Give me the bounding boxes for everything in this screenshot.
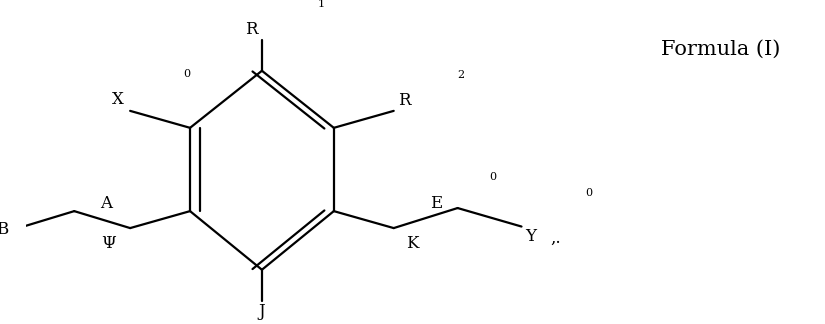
Text: 2: 2 xyxy=(457,70,464,80)
Text: X: X xyxy=(112,91,124,109)
Text: 1: 1 xyxy=(318,0,324,9)
Text: A: A xyxy=(100,195,112,212)
Text: K: K xyxy=(406,235,418,252)
Text: Ψ: Ψ xyxy=(101,235,116,252)
Text: R: R xyxy=(245,21,258,38)
Text: R: R xyxy=(398,92,410,109)
Text: 0: 0 xyxy=(489,172,496,182)
Text: ,.: ,. xyxy=(550,230,561,247)
Text: J: J xyxy=(258,303,266,320)
Text: E: E xyxy=(430,195,442,212)
Text: B: B xyxy=(0,221,9,238)
Text: Formula (I): Formula (I) xyxy=(662,40,780,59)
Text: 0: 0 xyxy=(183,69,191,79)
Text: Y: Y xyxy=(526,228,536,245)
Text: 0: 0 xyxy=(585,189,592,199)
